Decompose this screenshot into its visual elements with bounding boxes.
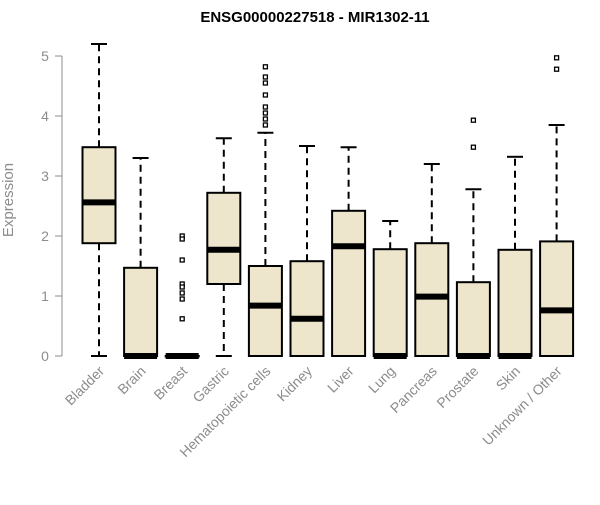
x-tick-label: Prostate	[433, 363, 481, 411]
box-hematopoietic-cells	[247, 64, 283, 357]
box-body	[81, 146, 117, 245]
y-tick-label: 1	[41, 288, 49, 304]
outlier-point	[262, 92, 269, 98]
outlier-point	[262, 74, 269, 80]
boxes-group	[81, 43, 575, 359]
box-body	[247, 265, 283, 357]
outlier-point	[262, 110, 269, 116]
outlier-point	[553, 55, 560, 61]
box-liver	[331, 146, 367, 357]
x-tick-label: Breast	[150, 363, 190, 403]
outlier-point	[262, 64, 269, 70]
x-tick-label: Skin	[493, 363, 524, 394]
y-tick-label: 2	[41, 228, 49, 244]
y-tick-label: 0	[41, 348, 49, 364]
x-tick-label: Brain	[114, 363, 148, 397]
box-body	[331, 209, 367, 357]
y-tick-label: 4	[41, 108, 49, 124]
y-axis-label: Expression	[0, 163, 17, 237]
box-bladder	[81, 43, 117, 357]
box-unknown-other	[539, 55, 575, 357]
outlier-point	[179, 296, 185, 302]
y-tick-label: 5	[41, 48, 49, 64]
box-body	[289, 260, 325, 358]
x-tick-label: Liver	[324, 363, 357, 396]
outlier-point	[179, 316, 185, 322]
box-body	[372, 248, 408, 357]
x-tick-label: Bladder	[62, 363, 108, 409]
box-lung	[372, 220, 408, 359]
box-body	[539, 240, 575, 357]
box-body	[455, 281, 491, 358]
box-prostate	[455, 117, 491, 359]
outlier-point	[262, 116, 269, 122]
box-pancreas	[414, 163, 450, 357]
box-gastric	[206, 137, 242, 357]
box-body	[206, 191, 242, 285]
chart-title: ENSG00000227518 - MIR1302-11	[200, 9, 429, 26]
outlier-point	[553, 66, 560, 72]
outlier-point	[470, 144, 477, 150]
outlier-point	[470, 117, 477, 123]
box-brain	[123, 157, 159, 359]
y-tick-label: 3	[41, 168, 49, 184]
y-axis: 0 1 2 3 4 5	[41, 48, 63, 364]
outlier-point	[179, 284, 185, 290]
outlier-point	[179, 257, 185, 263]
box-body	[123, 266, 159, 357]
outlier-point	[262, 104, 269, 110]
box-body	[497, 248, 533, 357]
outlier-point	[262, 122, 269, 128]
outlier-point	[179, 236, 185, 242]
x-tick-label: Kidney	[274, 363, 316, 405]
x-tick-label: Lung	[365, 363, 398, 396]
box-skin	[497, 155, 533, 359]
x-tick-label: Unknown / Other	[479, 363, 565, 449]
box-breast	[164, 233, 200, 359]
outlier-point	[262, 80, 269, 86]
outlier-point	[179, 290, 185, 296]
box-kidney	[289, 145, 325, 358]
